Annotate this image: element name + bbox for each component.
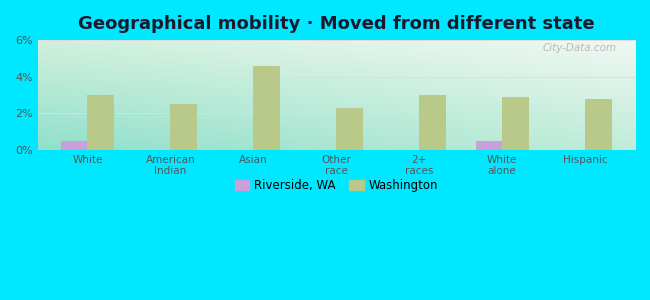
Bar [502,97,529,150]
Text: City-Data.com: City-Data.com [543,44,617,53]
Title: Geographical mobility · Moved from different state: Geographical mobility · Moved from diffe… [78,15,595,33]
Bar [87,95,114,150]
Bar [61,141,87,150]
Bar [419,95,446,150]
Bar [170,104,197,150]
Bar [254,66,280,150]
Bar [585,99,612,150]
Bar [476,141,502,150]
Legend: Riverside, WA, Washington: Riverside, WA, Washington [230,174,443,197]
Bar [336,108,363,150]
